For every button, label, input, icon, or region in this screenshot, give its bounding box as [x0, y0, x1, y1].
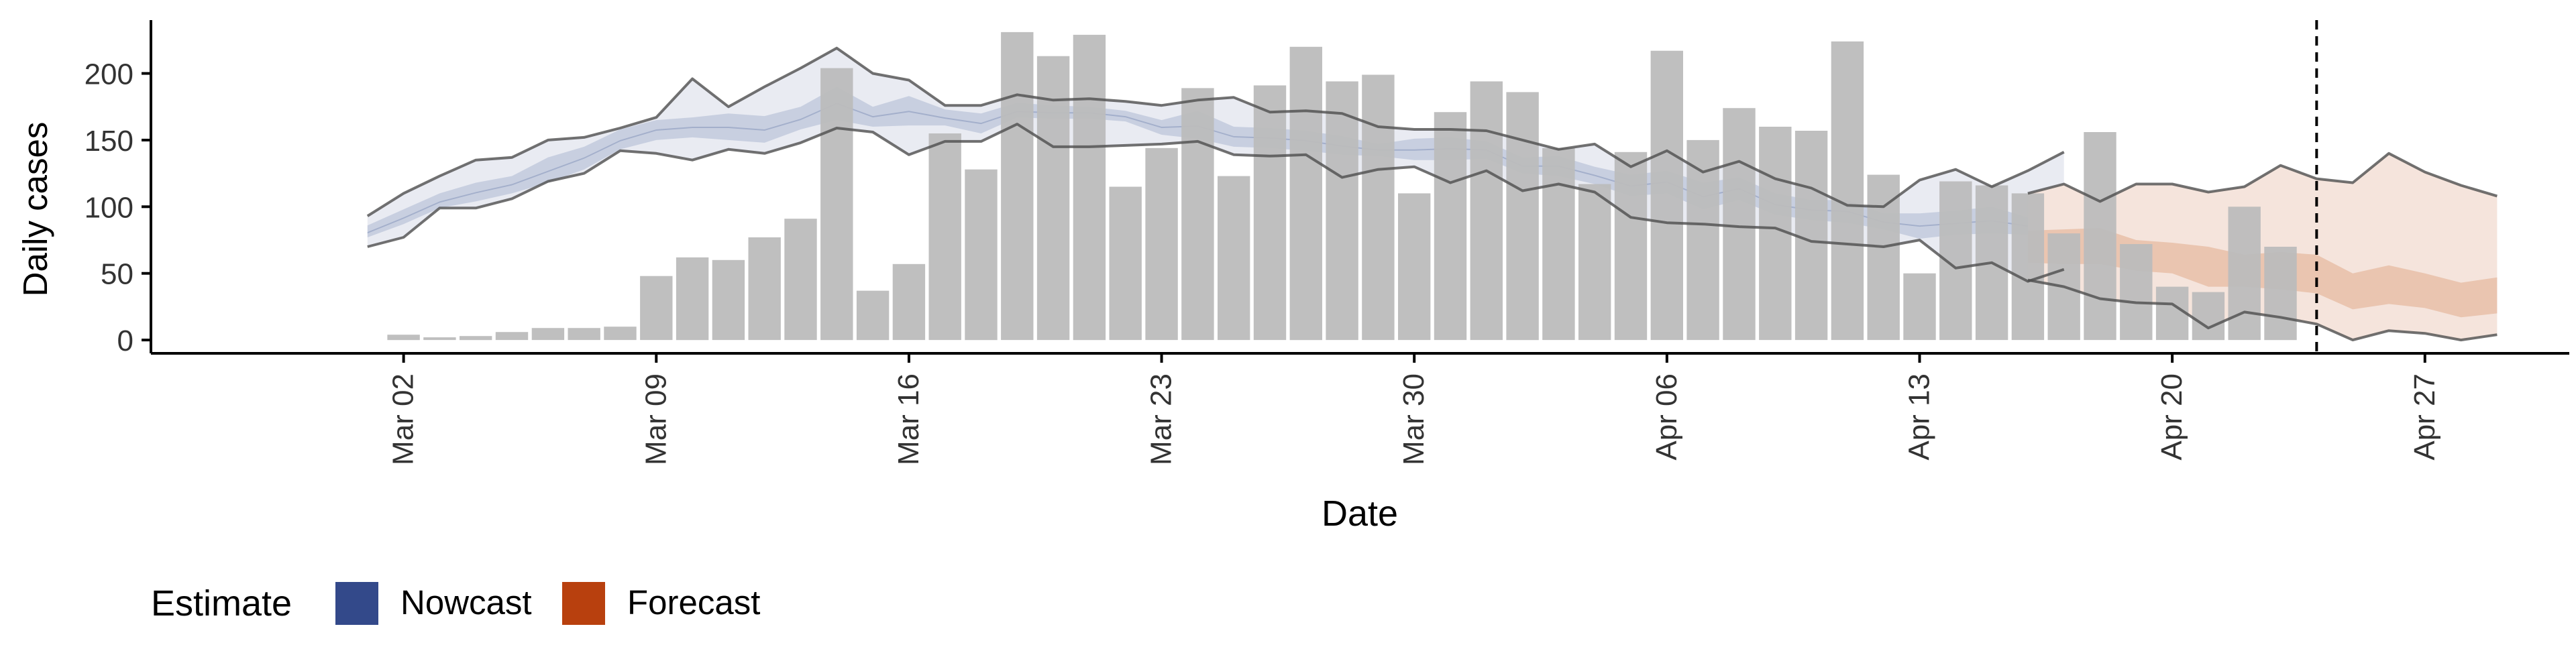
bar [892, 263, 926, 341]
bar [965, 169, 998, 341]
bar [2192, 292, 2225, 341]
bar [1578, 184, 1611, 341]
bar [640, 276, 673, 341]
bar [1903, 273, 1936, 341]
bar [928, 133, 961, 341]
bar [1362, 74, 1395, 341]
bar [712, 259, 745, 341]
bar [1073, 34, 1106, 341]
nowcast-band-outer [367, 48, 2064, 282]
x-axis-title: Date [1322, 493, 1398, 534]
bar [2155, 286, 2189, 341]
bars-layer [387, 32, 2297, 341]
bar [676, 257, 709, 341]
x-tick-label: Mar 23 [1145, 373, 1178, 465]
y-axis-title: Daily cases [16, 122, 54, 297]
bar [460, 336, 492, 341]
bar [1831, 41, 1864, 341]
bar [1109, 186, 1142, 341]
bar [1218, 176, 1250, 341]
bar [2011, 193, 2045, 341]
bar [1470, 81, 1503, 341]
nowcast-upper-line [366, 46, 2065, 217]
legend: Estimate Nowcast Forecast [151, 582, 760, 625]
bar [1001, 32, 1034, 341]
nowcast-band-mid [367, 86, 2064, 239]
x-tick-label: Mar 09 [639, 373, 672, 465]
bar [1145, 148, 1178, 341]
bar [1181, 88, 1214, 341]
bar [784, 219, 817, 341]
legend-title: Estimate [151, 583, 292, 624]
y-tick-label: 100 [85, 191, 133, 224]
bar [387, 335, 420, 341]
x-tick-label: Apr 06 [1650, 373, 1683, 461]
bar [604, 327, 637, 341]
y-tick-label: 50 [101, 258, 133, 291]
bar [1326, 81, 1358, 341]
bar [856, 290, 890, 341]
x-tick-label: Apr 27 [2408, 373, 2441, 461]
legend-swatch-forecast [562, 582, 605, 625]
bar [423, 337, 456, 341]
legend-swatch-nowcast [335, 582, 378, 625]
bar [1794, 131, 1828, 341]
bar [820, 68, 853, 341]
bar [1506, 92, 1539, 341]
y-tick-label: 0 [117, 325, 133, 357]
forecast-upper-line [2027, 152, 2498, 203]
x-tick-label: Apr 20 [2155, 373, 2188, 461]
nowcast-bands [367, 48, 2064, 282]
bar [1036, 56, 1070, 341]
legend-label-forecast: Forecast [627, 583, 760, 622]
bar [568, 328, 600, 341]
x-tick-label: Mar 16 [892, 373, 925, 465]
bar [1614, 152, 1648, 341]
bar [1398, 193, 1431, 341]
axes: 0 50 100 150 200 Mar 02 Mar 09 Mar 16 Mar 23 Mar … [85, 20, 2569, 465]
bar [1289, 46, 1322, 341]
bar [2228, 207, 2261, 341]
bar [2264, 247, 2297, 341]
bar [531, 328, 565, 341]
forecast-lower-line [2027, 278, 2498, 342]
x-tick-label: Mar 02 [387, 373, 420, 465]
x-tick-label: Apr 13 [1902, 373, 1935, 461]
bar [1686, 139, 1719, 341]
bar [2084, 132, 2116, 341]
bar [1434, 112, 1467, 341]
legend-label-nowcast: Nowcast [400, 583, 532, 622]
bar [1650, 50, 1683, 341]
y-tick-label: 200 [85, 58, 133, 91]
bar [1723, 108, 1756, 341]
bar [1867, 174, 1900, 341]
x-tick-label: Mar 30 [1397, 373, 1430, 465]
bar [1542, 148, 1575, 341]
bar [2120, 244, 2153, 341]
y-tick-label: 150 [85, 125, 133, 158]
bar [1253, 85, 1287, 341]
bar [495, 332, 529, 341]
nowcast-lower-line [367, 123, 2065, 283]
bar [748, 237, 781, 341]
bound-lines [366, 46, 2498, 342]
